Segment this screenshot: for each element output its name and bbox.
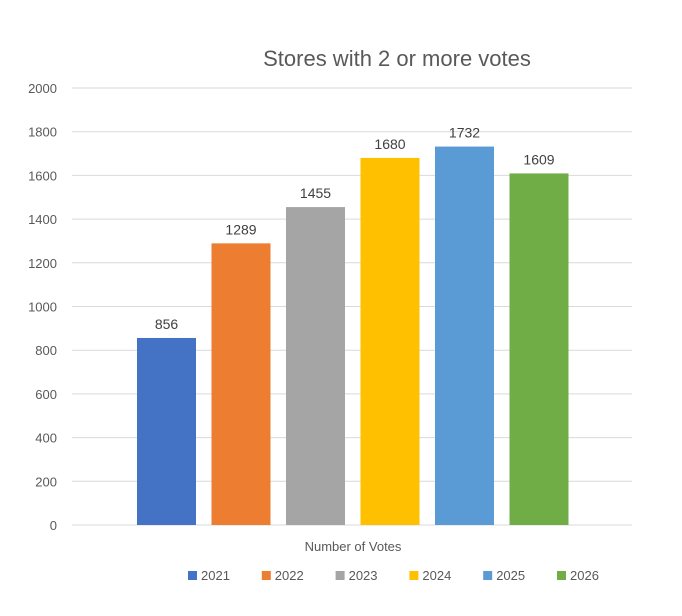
legend-swatch-2022: [261, 571, 271, 580]
data-label-2022: 1289: [225, 221, 256, 237]
y-tick-label: 0: [50, 518, 57, 533]
legend-swatch-2023: [335, 571, 345, 580]
legend-swatch-2021: [188, 571, 197, 580]
legend-label-2025: 2025: [496, 568, 525, 583]
data-label-2025: 1732: [449, 125, 480, 141]
bar-2024: [360, 157, 420, 526]
legend-label-2022: 2022: [275, 568, 304, 583]
legend-swatch-2024: [409, 571, 419, 580]
data-labels: 856 1289 1455 1680 1732 1609: [155, 125, 555, 332]
data-label-2026: 1609: [523, 151, 554, 167]
bar-2022: [211, 243, 271, 525]
y-tick-label: 800: [35, 343, 57, 358]
y-tick-label: 200: [35, 474, 57, 489]
bar-2021: [137, 337, 196, 525]
bar-2026: [509, 173, 569, 525]
bar-2023: [286, 207, 345, 525]
legend-label-2023: 2023: [349, 568, 378, 583]
y-tick-label: 1200: [28, 256, 57, 271]
legend-label-2026: 2026: [570, 568, 599, 583]
y-axis-ticks: 0 200 400 600 800 1000 1200 1400 1600 1800 2000: [28, 81, 57, 533]
x-axis-title: Number of Votes: [305, 539, 402, 554]
y-tick-label: 2000: [28, 81, 57, 96]
y-tick-label: 600: [35, 387, 57, 402]
y-tick-label: 1400: [28, 212, 57, 227]
legend: 2021 2022 2023 2024 2025 2026: [188, 568, 599, 583]
y-tick-label: 1000: [28, 300, 57, 315]
bars: [137, 146, 569, 526]
chart-title: Stores with 2 or more votes: [263, 46, 531, 71]
legend-label-2024: 2024: [422, 568, 451, 583]
y-tick-label: 400: [35, 431, 57, 446]
legend-swatch-2025: [483, 571, 493, 580]
data-label-2021: 856: [155, 316, 179, 332]
legend-swatch-2026: [557, 571, 566, 580]
legend-label-2021: 2021: [201, 568, 230, 583]
data-label-2023: 1455: [300, 185, 331, 201]
y-tick-label: 1800: [28, 125, 57, 140]
bar-2025: [435, 146, 494, 526]
data-label-2024: 1680: [374, 136, 405, 152]
y-tick-label: 1600: [28, 168, 57, 183]
